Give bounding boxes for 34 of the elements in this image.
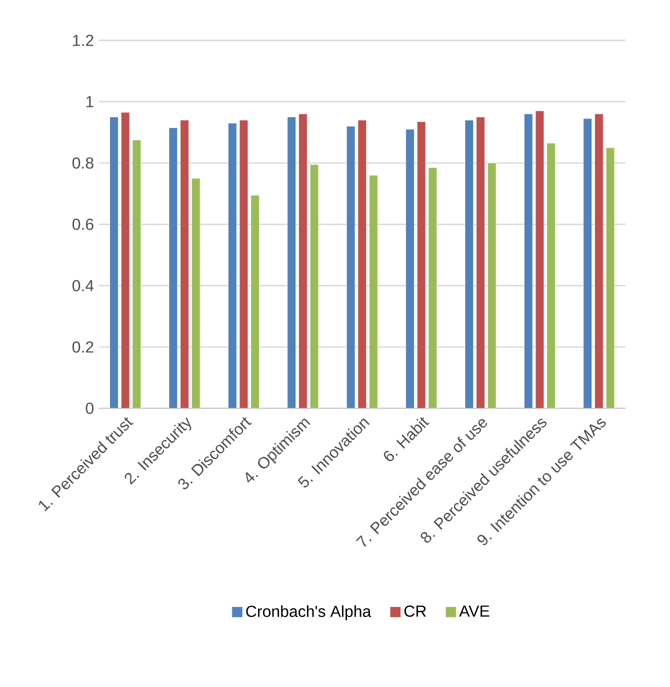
y-tick-label: 0.6 <box>72 218 94 230</box>
y-tick-label: 0.2 <box>72 341 94 353</box>
bar <box>132 140 142 408</box>
bar <box>594 114 604 408</box>
bar <box>358 120 367 408</box>
y-tick-label: 1.2 <box>73 34 94 46</box>
bar <box>310 164 319 408</box>
bar <box>428 167 438 408</box>
bar <box>487 162 496 408</box>
bar <box>110 116 118 408</box>
y-tick-label: 1 <box>86 96 94 108</box>
bar <box>524 114 533 408</box>
y-tick-label: 0.8 <box>72 157 94 169</box>
bar <box>535 110 544 408</box>
y-tick-label: 0.4 <box>72 280 94 292</box>
bar <box>287 116 296 408</box>
legend-label: CR <box>404 606 426 617</box>
bar <box>583 118 592 408</box>
y-tick-label: 0 <box>86 402 94 414</box>
bar <box>369 175 378 408</box>
bar <box>120 112 130 408</box>
bar <box>239 120 248 408</box>
bar <box>180 120 189 408</box>
bar <box>606 147 615 408</box>
bar <box>476 116 485 408</box>
bar <box>416 121 426 408</box>
bar <box>298 114 308 408</box>
bar <box>406 129 414 408</box>
legend-label: AVE <box>459 606 490 617</box>
bar <box>191 178 200 408</box>
legend-label: Cronbach's Alpha <box>246 605 372 620</box>
bar <box>250 195 260 408</box>
bar <box>546 142 556 408</box>
bar <box>228 122 237 408</box>
